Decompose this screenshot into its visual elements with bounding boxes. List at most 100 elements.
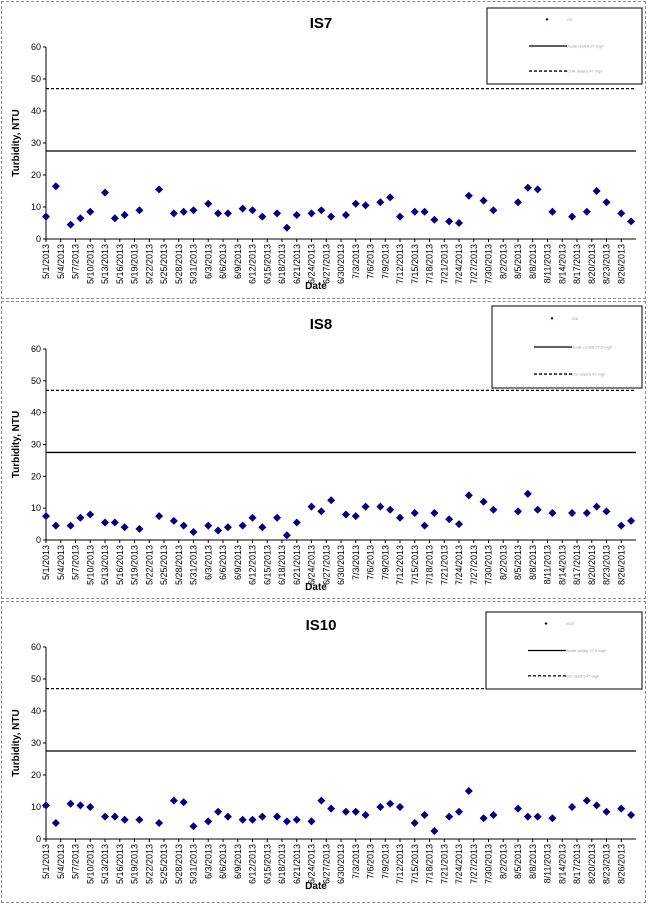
x-tick-label: 7/30/2013: [484, 244, 494, 284]
data-point: [627, 811, 636, 819]
x-tick-label: 6/15/2013: [262, 545, 272, 585]
x-tick-label: 6/21/2013: [292, 244, 302, 284]
data-point: [214, 807, 223, 816]
data-point: [430, 827, 439, 835]
x-tick-label: 6/3/2013: [203, 545, 213, 580]
data-point: [317, 507, 326, 516]
x-tick-label: 8/5/2013: [513, 844, 523, 879]
x-tick-label: 6/24/2013: [307, 545, 317, 585]
data-point: [292, 211, 301, 219]
x-axis-label: Date: [305, 582, 327, 593]
data-point: [396, 803, 404, 811]
data-point: [238, 521, 247, 530]
x-tick-label: 6/6/2013: [218, 244, 228, 279]
data-point: [307, 209, 316, 218]
x-tick-label: 7/12/2013: [395, 844, 405, 884]
x-tick-label: 8/2/2013: [498, 244, 508, 279]
data-point: [248, 815, 257, 824]
data-point: [533, 505, 542, 514]
data-point: [617, 804, 626, 813]
legend-entry: IS10: [566, 621, 575, 626]
x-tick-label: 7/18/2013: [425, 545, 435, 585]
data-point: [445, 812, 454, 821]
x-axis-label: Date: [305, 281, 327, 292]
data-point: [327, 804, 336, 813]
x-tick-label: 5/22/2013: [144, 844, 154, 884]
data-point: [189, 528, 198, 537]
legend-entry: Acute (solid) 27 mg/l: [567, 44, 604, 49]
x-tick-label: 5/10/2013: [85, 844, 95, 884]
data-point: [548, 508, 557, 517]
data-point: [120, 211, 129, 219]
data-point: [101, 518, 109, 527]
data-point: [386, 505, 395, 514]
data-point: [214, 526, 223, 535]
data-point: [307, 817, 316, 826]
x-tick-label: 5/31/2013: [189, 545, 199, 585]
legend-marker: [545, 17, 549, 21]
data-point: [110, 518, 119, 527]
x-tick-label: 5/13/2013: [100, 545, 110, 585]
y-tick-label: 60: [31, 42, 41, 52]
x-tick-label: 7/18/2013: [425, 244, 435, 284]
y-tick-label: 0: [36, 234, 41, 244]
data-point: [420, 207, 429, 216]
data-point: [410, 207, 419, 216]
x-tick-label: 6/21/2013: [292, 545, 302, 585]
x-tick-label: 8/17/2013: [572, 244, 582, 284]
data-point: [592, 502, 601, 511]
data-point: [258, 812, 267, 821]
x-tick-label: 8/11/2013: [543, 244, 553, 283]
data-point: [51, 521, 60, 530]
data-point: [341, 211, 350, 219]
x-tick-label: 5/10/2013: [85, 244, 95, 284]
data-point: [292, 518, 301, 527]
data-point: [523, 489, 532, 498]
chart-panel-is7: IS7 0 10 20 30 40 50 60 5/1/2013 5/4/2013 5/7/2013…: [1, 1, 646, 299]
y-tick-label: 30: [31, 738, 41, 748]
data-point: [223, 812, 232, 821]
data-point: [258, 523, 267, 532]
x-tick-label: 5/19/2013: [130, 844, 140, 884]
data-point: [361, 502, 370, 511]
data-point: [282, 223, 291, 232]
y-tick-label: 40: [31, 408, 41, 418]
data-point: [223, 523, 232, 532]
x-tick-label: 6/24/2013: [307, 244, 317, 284]
data-point: [489, 811, 498, 819]
data-point: [548, 207, 557, 216]
chart-title: IS10: [306, 617, 337, 634]
data-point: [223, 209, 232, 218]
y-tick-label: 50: [31, 674, 41, 684]
data-point: [455, 219, 463, 227]
x-tick-label: 5/22/2013: [144, 244, 154, 284]
x-tick-label: 5/7/2013: [71, 844, 81, 879]
x-tick-label: 5/4/2013: [56, 244, 66, 279]
x-tick-label: 5/7/2013: [71, 244, 81, 279]
data-point: [42, 512, 50, 521]
x-tick-label: 7/24/2013: [454, 545, 464, 585]
x-tick-label: 7/18/2013: [425, 844, 435, 884]
data-point: [66, 521, 75, 530]
data-point: [617, 521, 626, 530]
data-point: [376, 502, 385, 511]
data-point: [282, 817, 291, 826]
y-tick-label: 40: [31, 106, 41, 116]
data-point: [582, 207, 591, 216]
x-tick-label: 7/21/2013: [439, 844, 449, 884]
data-point: [169, 796, 178, 805]
x-tick-label: 7/9/2013: [380, 844, 390, 879]
data-point: [455, 520, 463, 529]
chart-is10: IS10 0 10 20 30 40 50 60 5/1/2013 5/4/2013 5/7/201…: [11, 611, 643, 892]
data-point: [204, 817, 213, 826]
data-point: [179, 521, 188, 530]
data-point: [110, 812, 119, 821]
x-tick-label: 7/15/2013: [410, 844, 420, 884]
x-tick-label: 5/1/2013: [41, 844, 51, 879]
chart-is8: IS8 0 10 20 30 40 50 60 5/1/2013 5/4/2013 5/7/2013…: [11, 305, 643, 593]
data-point: [341, 510, 350, 519]
data-point: [420, 521, 429, 530]
x-tick-label: 5/1/2013: [41, 545, 51, 580]
x-tick-label: 7/15/2013: [410, 545, 420, 585]
y-tick-label: 20: [31, 471, 41, 481]
